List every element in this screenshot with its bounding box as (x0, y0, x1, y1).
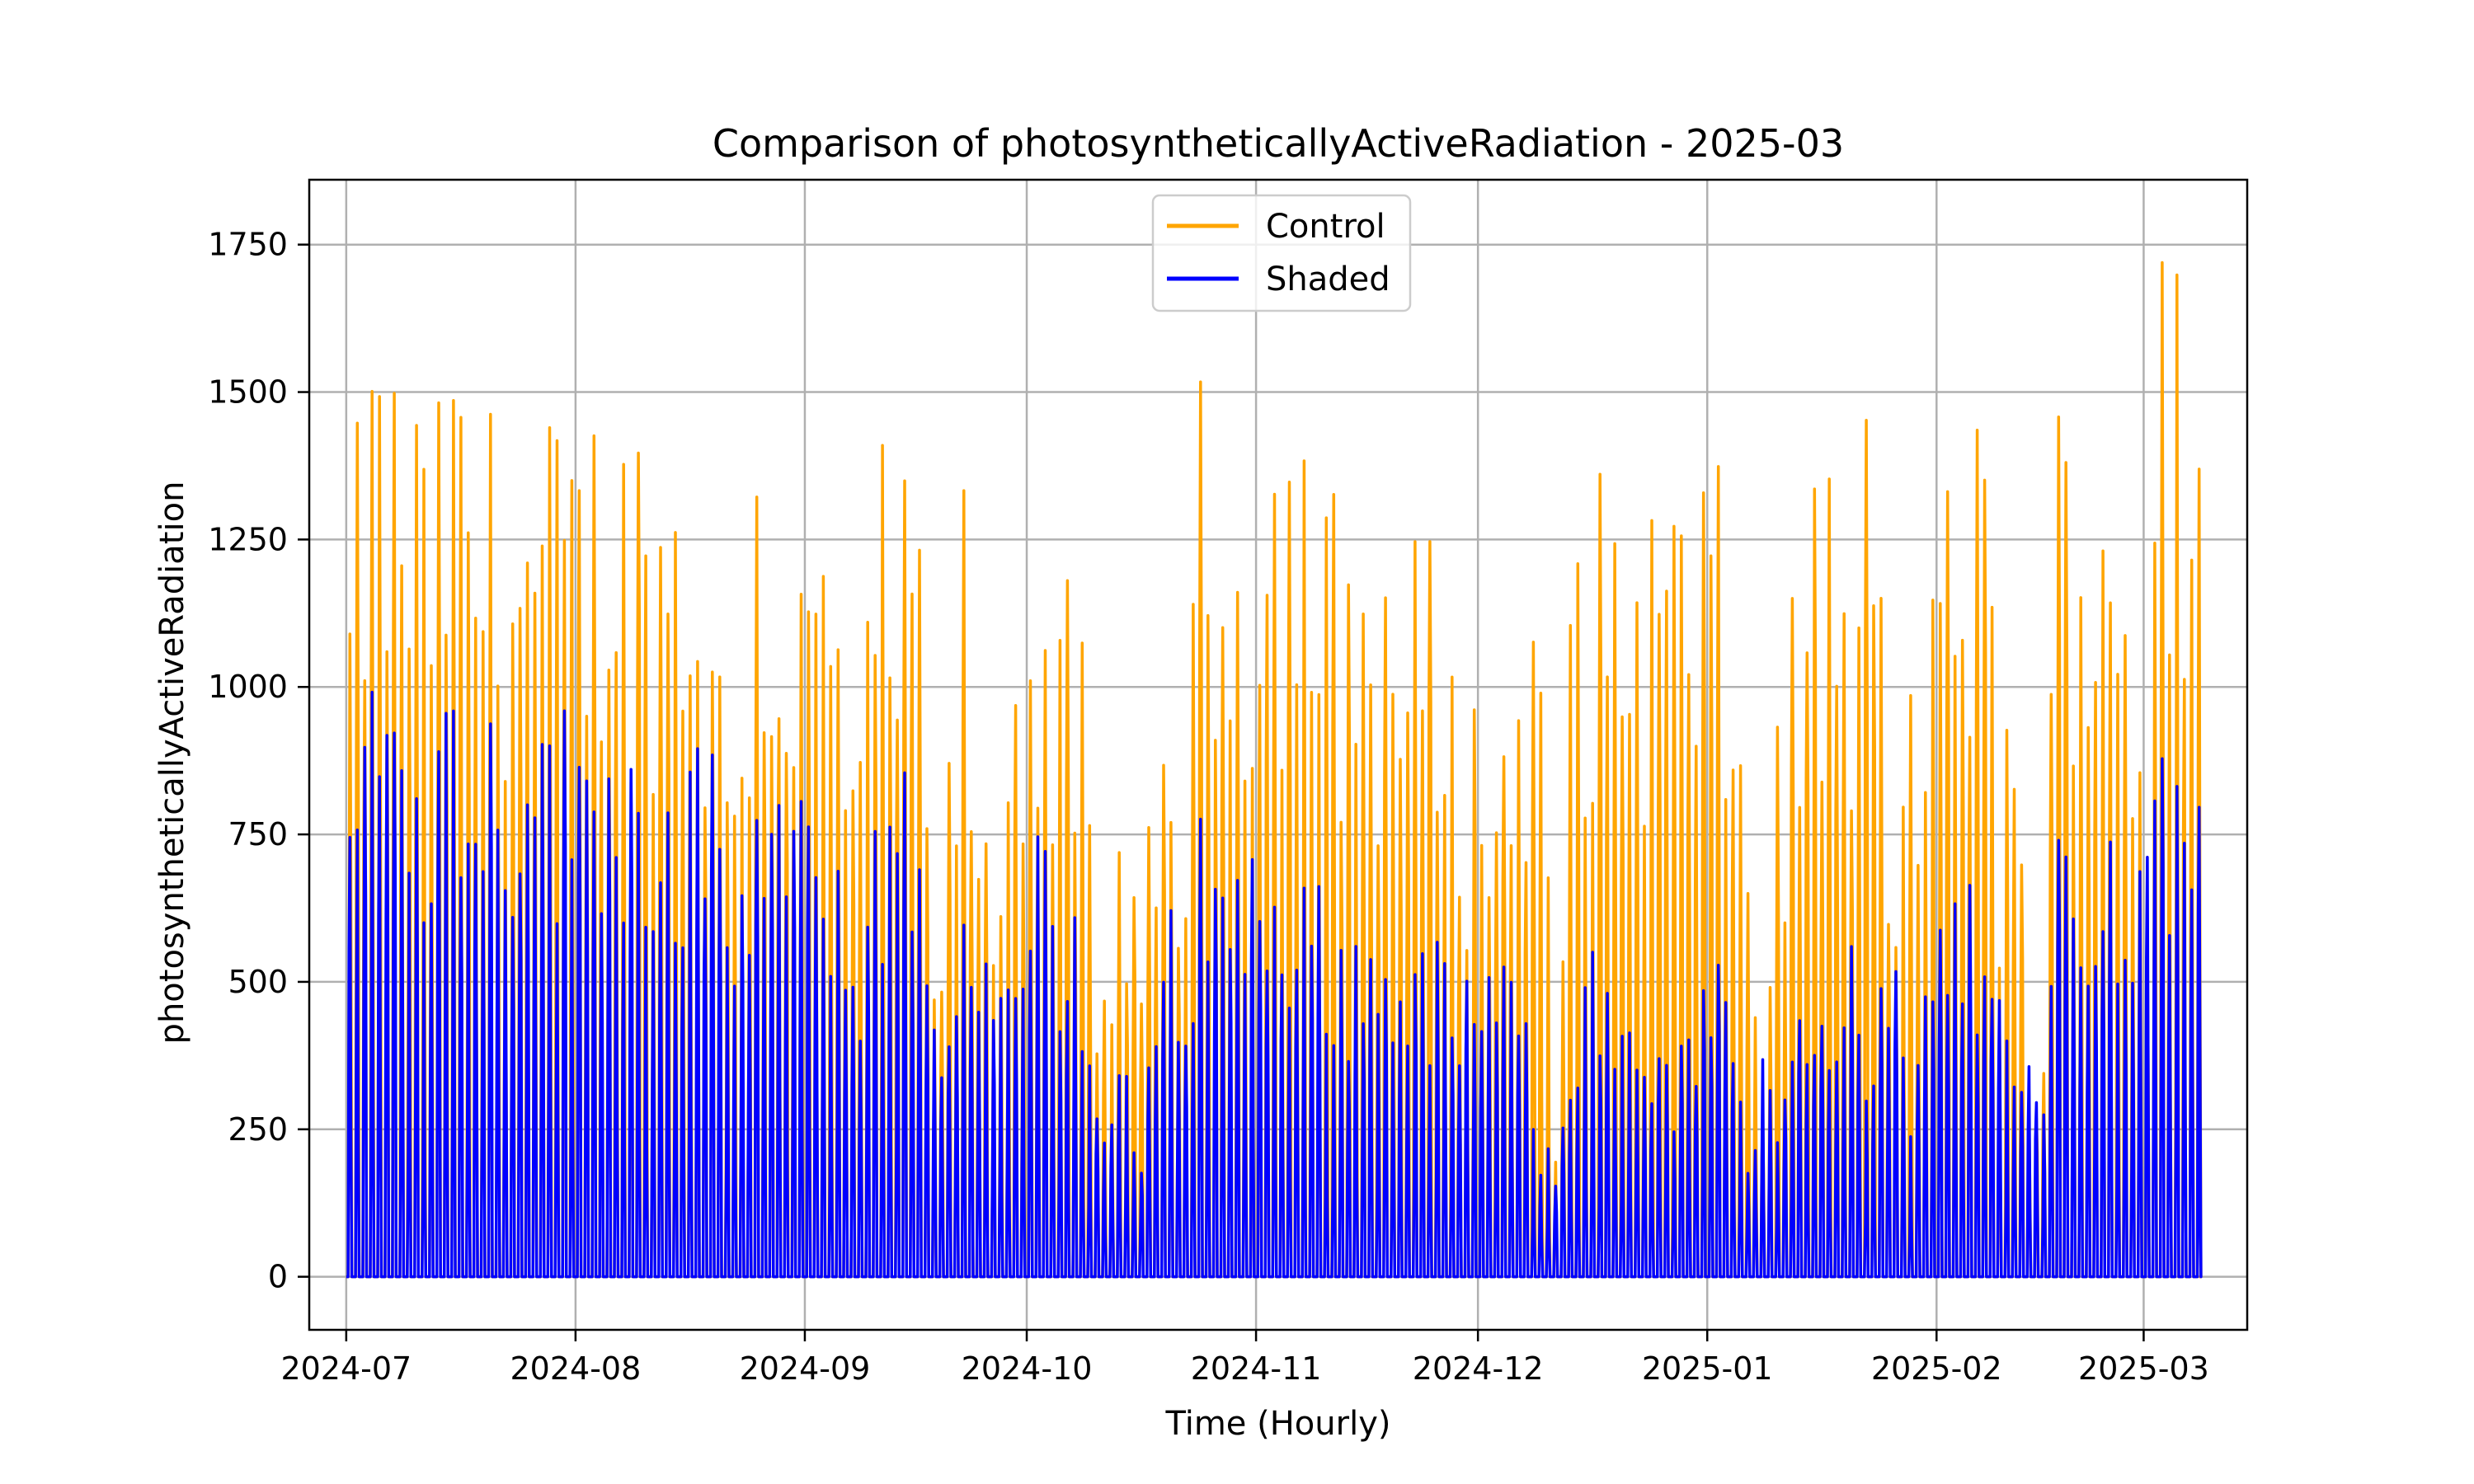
x-tick-label: 2025-01 (1642, 1350, 1773, 1387)
chart-title: Comparison of photosyntheticallyActiveRa… (713, 121, 1844, 166)
x-tick-label: 2024-12 (1413, 1350, 1544, 1387)
y-axis-label: photosyntheticallyActiveRadiation (153, 481, 191, 1045)
y-tick-label: 1500 (208, 374, 288, 411)
plot-frame (308, 178, 2249, 1331)
plot-series (346, 261, 2203, 1279)
y-tick-label: 1250 (208, 521, 288, 557)
x-tick-label: 2024-08 (510, 1350, 642, 1387)
y-tick-label: 0 (268, 1259, 288, 1295)
y-tick-label: 1750 (208, 227, 288, 263)
legend-label-shaded: Shaded (1266, 261, 1390, 298)
x-axis-label: Time (Hourly) (1165, 1405, 1391, 1443)
series-line-shaded (346, 690, 2203, 1279)
y-axis: 0 250 500 750 1000 1250 1500 1750 (208, 227, 309, 1295)
x-tick-label: 2024-10 (962, 1350, 1093, 1387)
x-tick-label: 2024-11 (1191, 1350, 1322, 1387)
x-tick-label: 2025-03 (2078, 1350, 2209, 1387)
x-axis: 2024-07 2024-08 2024-09 2024-10 2024-11 2024-… (280, 1330, 2209, 1387)
y-tick-label: 1000 (208, 669, 288, 705)
y-tick-label: 500 (228, 964, 288, 1000)
y-tick-label: 750 (228, 816, 288, 852)
y-tick-label: 250 (228, 1111, 288, 1148)
legend: Control Shaded (1151, 194, 1412, 312)
x-tick-label: 2024-07 (280, 1350, 412, 1387)
legend-label-control: Control (1266, 208, 1385, 246)
x-tick-label: 2025-02 (1871, 1350, 2002, 1387)
x-tick-label: 2024-09 (740, 1350, 871, 1387)
